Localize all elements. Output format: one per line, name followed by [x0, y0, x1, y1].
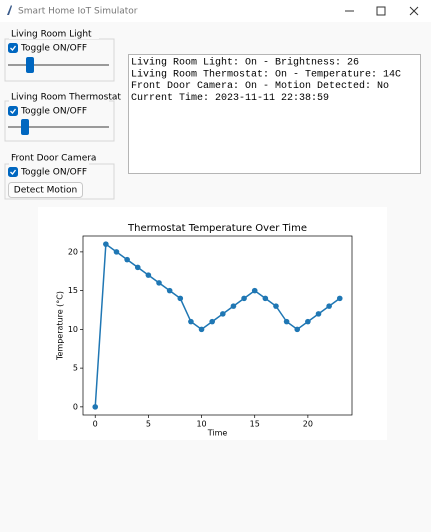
data-point [230, 303, 237, 309]
data-point [294, 326, 301, 333]
data-point [103, 241, 109, 247]
detect-motion-button[interactable] [8, 182, 83, 198]
button-label[interactable]: Detect Motion [14, 186, 77, 196]
label-bg [9, 29, 99, 39]
window-title: Smart Home IoT Simulator [18, 7, 138, 17]
data-point [262, 295, 269, 302]
label-bg [9, 91, 109, 103]
slider-thumb[interactable] [21, 119, 29, 135]
check-mark [10, 108, 17, 114]
data-point [177, 295, 184, 302]
slider-track[interactable] [8, 126, 109, 128]
data-point [251, 287, 258, 294]
check-mark [10, 45, 17, 51]
status-line: Living Room Light: On - Brightness: 26 [131, 57, 359, 69]
data-point [145, 272, 152, 278]
status-line: Front Door Camera: On - Motion Detected:… [131, 80, 389, 92]
title-bar [0, 0, 431, 22]
checkbox-label[interactable]: Toggle ON/OFF [20, 168, 87, 178]
data-point [241, 295, 247, 302]
close-button[interactable] [409, 6, 419, 16]
data-point [220, 311, 226, 317]
y-tick-label: 10 [68, 325, 78, 334]
x-axis-label: Time [207, 429, 228, 438]
data-point [198, 326, 205, 333]
checkbox-label[interactable]: Toggle ON/OFF [20, 107, 87, 117]
check-mark [10, 169, 17, 175]
data-point [134, 264, 141, 271]
status-line: Living Room Thermostat: On - Temperature… [131, 68, 401, 80]
group-label: Front Door Camera [11, 154, 96, 164]
slider-track[interactable] [8, 64, 109, 66]
status-text-area[interactable] [128, 54, 421, 174]
data-point [156, 280, 162, 286]
plot-frame [82, 235, 353, 416]
checkbox[interactable] [8, 167, 18, 177]
status-line: Current Time: 2023-11-11 22:38:59 [131, 92, 329, 104]
data-point [113, 249, 120, 255]
x-tick-label: 15 [250, 420, 260, 429]
app-icon [7, 5, 12, 15]
group-label: Living Room Light [11, 30, 92, 40]
y-tick-label: 20 [68, 247, 78, 256]
y-tick-label: 5 [73, 364, 78, 373]
data-point [283, 318, 290, 325]
data-point [326, 303, 332, 309]
slider-thumb[interactable] [26, 57, 34, 73]
data-point [336, 295, 343, 302]
y-axis-label: Temperature (°C) [56, 291, 65, 361]
checkbox-label[interactable]: Toggle ON/OFF [20, 44, 87, 54]
y-tick-label: 0 [73, 402, 78, 411]
data-point [315, 311, 322, 317]
x-tick-label: 0 [93, 420, 98, 429]
x-tick-label: 20 [303, 420, 313, 429]
label-bg [9, 153, 89, 165]
data-point [124, 256, 130, 263]
x-tick-label: 5 [146, 420, 151, 429]
data-point [273, 303, 279, 309]
checkbox[interactable] [8, 106, 18, 116]
data-point [305, 318, 311, 325]
data-point [188, 318, 194, 325]
data-point [92, 404, 99, 410]
data-point [166, 287, 173, 294]
group-label: Living Room Thermostat [11, 93, 121, 103]
maximize-button[interactable] [376, 6, 386, 16]
y-tick-label: 15 [68, 286, 78, 295]
checkbox[interactable] [8, 43, 18, 53]
chart-title: Thermostat Temperature Over Time [127, 223, 307, 234]
x-tick-label: 10 [196, 420, 206, 429]
data-point [209, 318, 215, 325]
